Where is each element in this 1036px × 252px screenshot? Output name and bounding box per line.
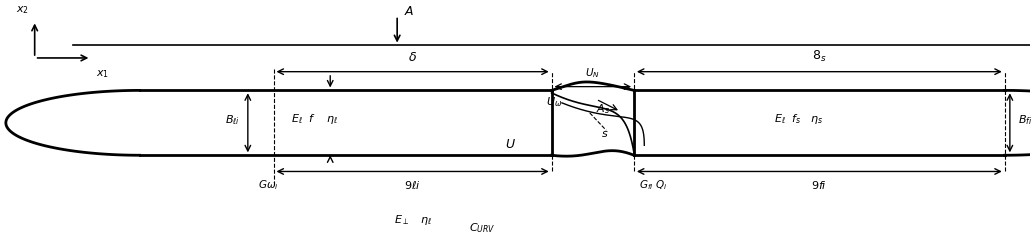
Text: $9fi$: $9fi$ (811, 179, 828, 191)
Text: $x_1$: $x_1$ (96, 68, 110, 80)
Text: $E_\ell$  $f$    $\eta_\ell$: $E_\ell$ $f$ $\eta_\ell$ (291, 112, 339, 126)
Text: $A$: $A$ (404, 5, 414, 18)
Text: $x_2$: $x_2$ (16, 4, 29, 16)
Text: $s$: $s$ (601, 129, 608, 139)
Text: $\delta$: $\delta$ (408, 51, 418, 64)
Text: $G_{fi}$ $Q_i$: $G_{fi}$ $Q_i$ (639, 178, 667, 192)
Text: $E_\ell$  $f_s$   $\eta_s$: $E_\ell$ $f_s$ $\eta_s$ (774, 112, 824, 126)
Text: $G\omega_i$: $G\omega_i$ (258, 178, 279, 192)
Text: $E_\perp$   $\eta_\ell$: $E_\perp$ $\eta_\ell$ (394, 213, 432, 227)
Text: $U$: $U$ (505, 138, 516, 150)
Text: $U_N$: $U_N$ (585, 66, 600, 80)
Text: $B_{\ell i}$: $B_{\ell i}$ (225, 113, 239, 127)
Text: $A_s$: $A_s$ (596, 102, 610, 116)
Text: $C_{URV}$: $C_{URV}$ (469, 221, 496, 235)
Text: $U_\omega$: $U_\omega$ (546, 95, 563, 109)
Text: $9\ell i$: $9\ell i$ (404, 179, 421, 191)
Text: $B_{fi}$: $B_{fi}$ (1018, 113, 1033, 127)
Text: $8_s$: $8_s$ (812, 49, 827, 64)
